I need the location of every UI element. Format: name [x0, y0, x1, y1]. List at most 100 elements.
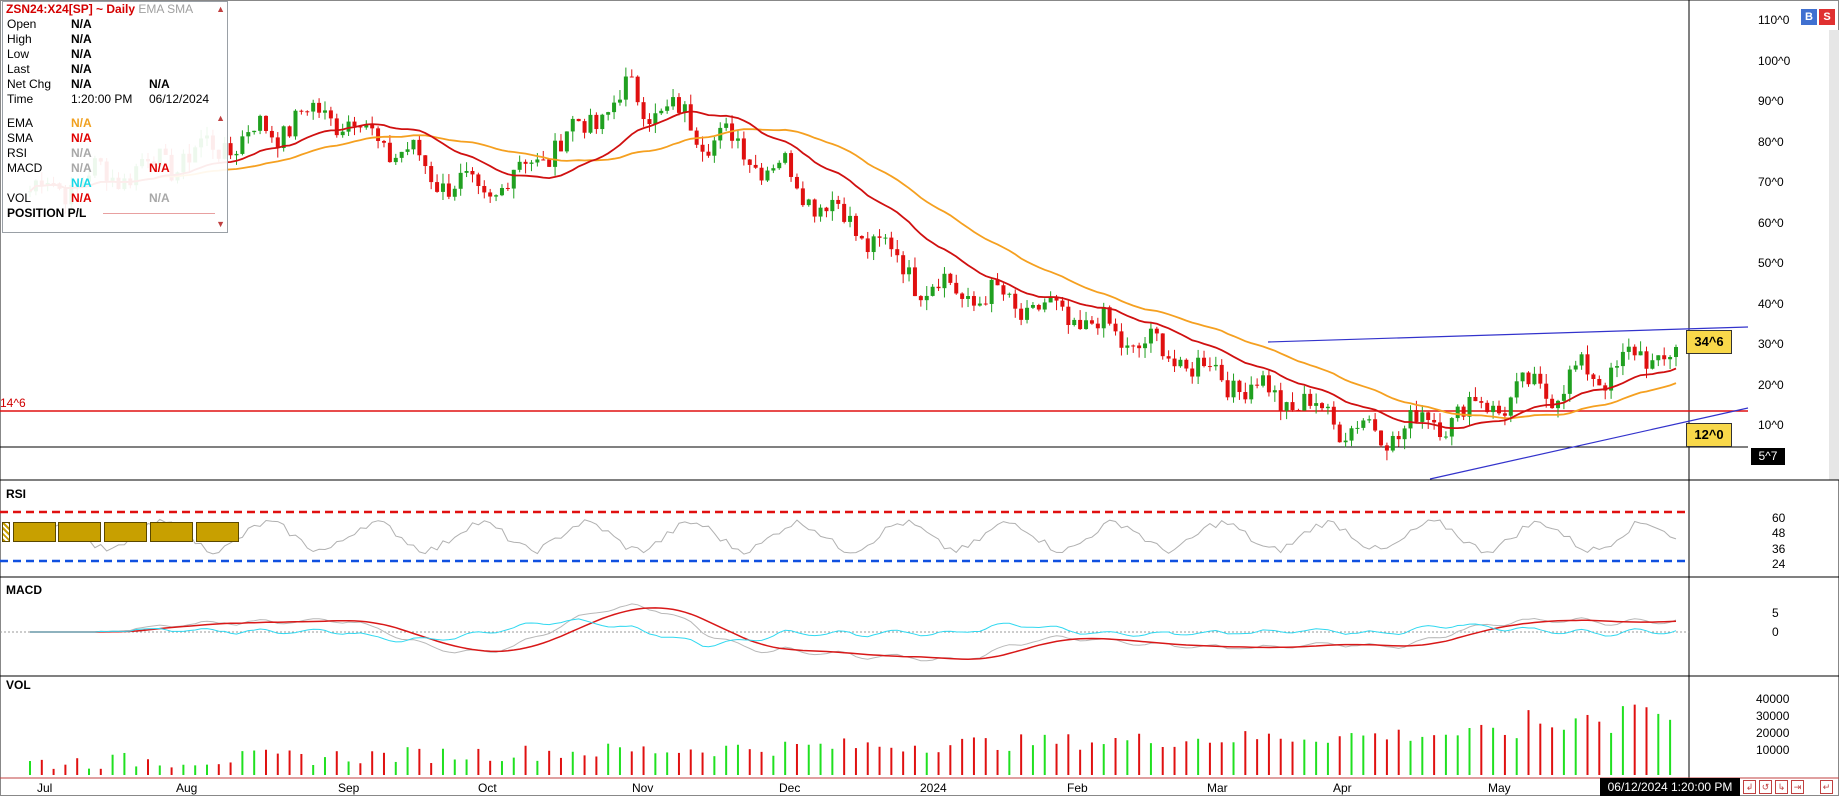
info-key: Low [7, 47, 30, 61]
candle-body [1089, 320, 1094, 324]
candle-body [1101, 307, 1106, 329]
candle-body [1166, 356, 1171, 359]
candle-body [806, 199, 811, 206]
sma-line [29, 110, 1677, 429]
candle-body [653, 113, 658, 124]
price-tick: 100^0 [1758, 54, 1791, 68]
candle-body [1078, 319, 1083, 330]
candle-body [789, 153, 794, 177]
ema-line [29, 128, 1677, 420]
candle-body [688, 104, 693, 131]
quote-info-panel[interactable]: ZSN24:X24[SP] ~ Daily EMA SMA Open N/A Hi… [2, 1, 228, 233]
candle-body [1290, 402, 1295, 410]
candle-body [364, 124, 369, 128]
info-value: N/A [71, 17, 92, 31]
candle-body [535, 159, 540, 163]
candle-body [1461, 406, 1466, 417]
candle-body [641, 102, 646, 120]
toolbar-button-3[interactable] [104, 522, 147, 542]
candle-body [570, 118, 575, 132]
candle-body [317, 102, 322, 113]
scroll-down-icon[interactable]: ▼ [216, 219, 225, 229]
candle-body [1514, 381, 1519, 398]
macd-tick: 0 [1772, 625, 1779, 639]
nav-close-icon[interactable]: ↵ [1820, 780, 1833, 794]
candle-body [936, 286, 941, 289]
time-label: Sep [338, 781, 360, 795]
candle-body [1019, 308, 1024, 320]
info-value: N/A [71, 77, 92, 91]
candle-body [741, 138, 746, 160]
price-tick: 80^0 [1758, 135, 1784, 149]
toolbar-grip[interactable] [2, 522, 10, 542]
candle-body [966, 296, 971, 299]
nav-back-icon[interactable]: ↲ [1743, 780, 1756, 794]
info-row-sma: SMA N/A [3, 131, 227, 146]
candle-body [1036, 304, 1041, 310]
candle-body [1261, 375, 1266, 386]
candle-body [600, 114, 605, 130]
toolbar-button-4[interactable] [150, 522, 193, 542]
nav-reset-icon[interactable]: ↺ [1759, 780, 1772, 794]
candle-body [1143, 343, 1148, 349]
candle-body [1131, 345, 1136, 347]
info-value: N/A [71, 116, 92, 130]
candle-body [1443, 436, 1448, 438]
candle-body [1160, 333, 1165, 357]
upper-trendline [1267, 326, 1749, 343]
candle-body [1379, 430, 1384, 446]
nav-forward-icon[interactable]: ↳ [1775, 780, 1788, 794]
candle-body [1426, 412, 1431, 420]
time-label: May [1488, 781, 1511, 795]
candle-body [1573, 365, 1578, 370]
price-tick: 110^0 [1758, 13, 1790, 27]
vol-tick: 30000 [1756, 709, 1790, 723]
candle-body [1526, 372, 1531, 385]
candle-body [281, 126, 286, 149]
price-tick: 60^0 [1758, 216, 1784, 230]
candle-body [322, 110, 327, 113]
scroll-up-icon[interactable]: ▲ [216, 113, 225, 123]
candle-body [671, 97, 676, 107]
candle-body [263, 115, 268, 131]
sell-button[interactable]: S [1819, 9, 1835, 25]
toolbar-button-2[interactable] [58, 522, 101, 542]
candle-body [1060, 300, 1065, 307]
candle-body [1272, 390, 1277, 393]
buy-button[interactable]: B [1801, 9, 1817, 25]
candle-body [1420, 412, 1425, 422]
candle-body [983, 303, 988, 305]
candle-body [848, 215, 853, 222]
info-row-time: Time 1:20:00 PM 06/12/2024 [3, 92, 227, 107]
candle-body [1467, 396, 1472, 417]
candle-body [346, 121, 351, 132]
candle-body [735, 138, 740, 141]
candle-body [1042, 302, 1047, 310]
info-value: N/A [71, 146, 92, 160]
candle-body [865, 238, 870, 253]
toolbar-button-1[interactable] [13, 522, 56, 542]
time-label: Nov [632, 781, 654, 795]
candle-body [794, 176, 799, 189]
time-label: Jul [37, 781, 53, 795]
candle-body [1113, 323, 1118, 332]
candle-body [1154, 328, 1159, 334]
candle-body [1520, 372, 1525, 382]
candle-body [859, 235, 864, 239]
candle-body [623, 76, 628, 100]
candle-body [1325, 406, 1330, 409]
candle-body [529, 162, 534, 164]
vol-tick: 10000 [1756, 743, 1790, 757]
info-key: SMA [7, 131, 34, 145]
toolbar-button-5[interactable] [196, 522, 239, 542]
info-key: High [7, 32, 32, 46]
candle-body [1390, 435, 1395, 451]
price-tick: 50^0 [1758, 256, 1784, 270]
candle-body [783, 153, 788, 163]
candle-body [523, 161, 528, 164]
candle-body [553, 140, 558, 167]
nav-end-icon[interactable]: ⇥ [1791, 780, 1804, 794]
scroll-up-icon[interactable]: ▲ [216, 4, 225, 14]
info-value: 1:20:00 PM [71, 92, 133, 106]
